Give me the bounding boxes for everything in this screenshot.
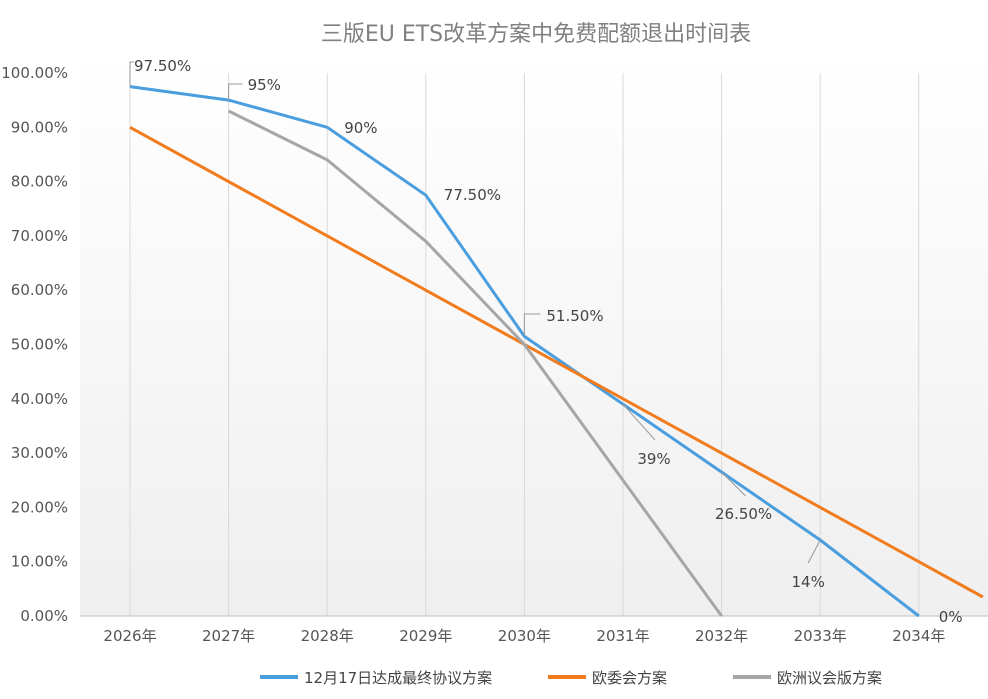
data-label: 90% — [344, 119, 377, 137]
label-leader-7 — [807, 539, 821, 564]
x-tick-label: 2028年 — [301, 627, 354, 645]
legend: 12月17日达成最终协议方案 欧委会方案 欧洲议会版方案 — [260, 669, 882, 687]
x-tick-label: 2030年 — [498, 627, 551, 645]
y-tick-label: 20.00% — [11, 498, 68, 516]
x-axis-ticks: 2026年 2027年 2028年 2029年 2030年 2031年 2032年 2033年… — [103, 627, 945, 645]
plot-background — [80, 50, 988, 616]
data-label: 14% — [792, 573, 825, 591]
x-tick-label: 2026年 — [103, 627, 156, 645]
data-label: 39% — [637, 450, 670, 468]
x-tick-label: 2031年 — [596, 627, 649, 645]
data-label: 26.50% — [715, 505, 772, 523]
x-tick-label: 2029年 — [399, 627, 452, 645]
y-tick-label: 90.00% — [11, 118, 68, 136]
y-tick-label: 30.00% — [11, 444, 68, 462]
y-tick-label: 100.00% — [1, 64, 68, 82]
label-leader-5 — [622, 403, 656, 441]
y-tick-label: 0.00% — [20, 607, 68, 625]
chart-title: 三版EU ETS改革方案中免费配额退出时间表 — [321, 22, 751, 47]
data-labels: 97.50% 95% 90% 77.50% 51.50% 39% 26.50% 14% 0% — [129, 57, 963, 626]
label-leader-4 — [523, 313, 541, 337]
label-leader-6 — [721, 471, 746, 497]
label-leader-1 — [228, 83, 243, 101]
x-tick-label: 2027年 — [202, 627, 255, 645]
y-tick-label: 60.00% — [11, 281, 68, 299]
data-label: 0% — [939, 608, 963, 626]
label-leader-0 — [129, 61, 134, 87]
legend-label: 12月17日达成最终协议方案 — [304, 669, 492, 687]
data-label: 95% — [248, 76, 281, 94]
series-line-1 — [129, 125, 984, 599]
data-label: 77.50% — [444, 186, 501, 204]
y-tick-label: 80.00% — [11, 173, 68, 191]
x-tick-label: 2033年 — [794, 627, 847, 645]
y-tick-label: 70.00% — [11, 227, 68, 245]
y-axis-ticks: 0.00% 10.00% 20.00% 30.00% 40.00% 50.00% 60.00… — [1, 64, 68, 625]
y-tick-label: 40.00% — [11, 390, 68, 408]
data-label: 51.50% — [546, 307, 603, 325]
x-tick-label: 2032年 — [695, 627, 748, 645]
data-label: 97.50% — [134, 57, 191, 75]
legend-label: 欧洲议会版方案 — [777, 669, 882, 687]
x-tick-label: 2034年 — [892, 627, 945, 645]
series-line-2 — [227, 109, 723, 617]
y-tick-label: 10.00% — [11, 553, 68, 571]
legend-label: 欧委会方案 — [592, 669, 667, 687]
y-tick-label: 50.00% — [11, 336, 68, 354]
